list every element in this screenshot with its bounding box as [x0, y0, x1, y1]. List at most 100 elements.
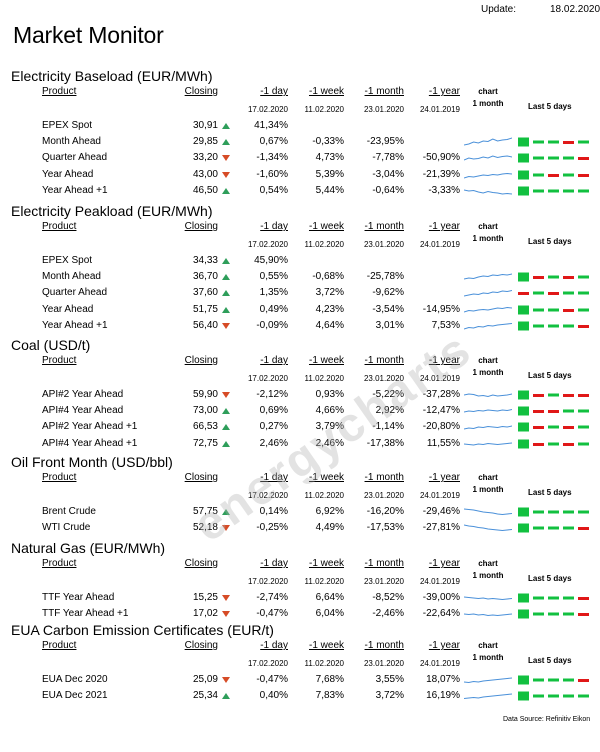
col-header-1year: -1 year — [428, 472, 460, 483]
bar-up — [578, 425, 589, 429]
chart-period-label: 1 month — [472, 234, 504, 243]
change-1day: 0,67% — [259, 136, 288, 148]
date-1month: 23.01.2020 — [363, 491, 404, 500]
chart-period-label: 1 month — [472, 368, 504, 377]
change-1day: 0,69% — [259, 405, 288, 417]
chart-label: chart — [478, 222, 498, 231]
update-date: 18.02.2020 — [550, 4, 600, 15]
sparkline-1month — [464, 322, 512, 330]
bar-down — [518, 292, 529, 296]
col-header-closing: Closing — [184, 355, 218, 366]
change-1week: 7,68% — [315, 674, 344, 685]
change-1year: 11,55% — [426, 437, 460, 449]
col-header-product: Product — [42, 86, 77, 97]
change-1year: -27,81% — [422, 522, 460, 534]
change-1year: -39,00% — [422, 592, 460, 603]
change-1year: -21,39% — [422, 168, 460, 180]
bar-up — [548, 442, 559, 446]
closing-value: 25,09 — [192, 674, 218, 685]
change-1year: 7,53% — [431, 319, 460, 331]
chart-period-label: 1 month — [472, 99, 504, 108]
date-1day: 17.02.2020 — [247, 374, 288, 383]
date-1day: 17.02.2020 — [247, 577, 288, 586]
section-title: Electricity Baseload (EUR/MWh) — [11, 68, 213, 84]
sparkline-1month — [464, 677, 512, 684]
product-name: TTF Year Ahead +1 — [42, 608, 129, 620]
section-title: EUA Carbon Emission Certificates (EUR/t) — [11, 622, 274, 638]
sparkline-1month — [464, 273, 512, 280]
table-row: TTF Year Ahead +1 17,02 -0,47% 6,04% -2,46% -… — [0, 606, 600, 622]
bar-up — [533, 678, 544, 682]
last5-days-bars — [518, 609, 589, 619]
arrow-up-icon — [222, 139, 230, 146]
bar-up — [563, 156, 574, 160]
sparkline-1month — [464, 425, 512, 430]
chart-label: chart — [478, 356, 498, 365]
col-header-1week: -1 week — [308, 640, 344, 651]
col-header-product: Product — [42, 472, 77, 483]
bar-up — [518, 593, 529, 603]
last5-days-bars — [518, 507, 589, 517]
bar-up — [548, 678, 559, 682]
bar-up — [578, 442, 589, 446]
bar-up — [518, 153, 529, 163]
arrow-up-icon — [222, 290, 230, 297]
product-name: Quarter Ahead — [42, 152, 108, 164]
bar-up — [518, 439, 529, 449]
sparkline-1month — [464, 596, 512, 601]
table-row: TTF Year Ahead 15,25 -2,74% 6,64% -8,52% -39,… — [0, 590, 600, 606]
bar-down — [563, 141, 574, 145]
change-1week: 4,66% — [315, 405, 344, 417]
section-2: Coal (USD/t) Product Closing -1 day -1 week -… — [0, 337, 600, 467]
last5-label: Last 5 days — [528, 488, 572, 497]
sparkline-1month — [464, 172, 512, 179]
last5-days-bars — [518, 186, 589, 196]
bar-down — [578, 157, 589, 161]
last5-days-bars — [518, 422, 589, 432]
bar-up — [548, 140, 559, 144]
closing-value: 72,75 — [192, 437, 218, 449]
change-1year: -37,28% — [422, 389, 460, 400]
date-1year: 24.01.2019 — [419, 577, 460, 586]
arrow-up-icon — [222, 187, 230, 194]
table-row: Month Ahead 36,70 0,55% -0,68% -25,78% — [0, 269, 600, 285]
bar-up — [563, 510, 574, 514]
product-name: TTF Year Ahead — [42, 592, 115, 603]
date-1day: 17.02.2020 — [247, 105, 288, 114]
closing-value: 17,02 — [192, 608, 218, 620]
product-name: Month Ahead — [42, 136, 101, 148]
table-row: WTI Crude 52,18 -0,25% 4,49% -17,53% -27,81% — [0, 520, 600, 536]
bar-up — [563, 526, 574, 530]
closing-value: 66,53 — [192, 421, 218, 433]
change-1day: -2,12% — [256, 389, 288, 400]
table-row: EPEX Spot 34,33 45,90% — [0, 253, 600, 269]
chart-label: chart — [478, 559, 498, 568]
col-header-1month: -1 month — [364, 221, 404, 232]
arrow-down-icon — [222, 525, 230, 532]
update-label: Update: — [481, 4, 517, 15]
col-header-product: Product — [42, 558, 77, 569]
bar-up — [563, 173, 574, 177]
last5-days-bars — [518, 170, 589, 180]
bar-up — [518, 609, 529, 619]
col-header-1month: -1 month — [364, 86, 404, 97]
last5-label: Last 5 days — [528, 574, 572, 583]
arrow-down-icon — [222, 611, 230, 618]
change-1day: -0,47% — [256, 608, 288, 620]
change-1month: 3,01% — [375, 319, 404, 331]
product-name: Year Ahead — [42, 168, 94, 180]
product-name: EPEX Spot — [42, 255, 93, 266]
change-1day: -0,09% — [256, 319, 288, 331]
change-1week: 4,49% — [315, 522, 344, 534]
change-1week: 4,23% — [315, 303, 344, 315]
table-row: Quarter Ahead 33,20 -1,34% 4,73% -7,78% -50,9… — [0, 150, 600, 166]
bar-up — [533, 156, 544, 160]
bar-up — [518, 406, 529, 416]
chart-period-label: 1 month — [472, 485, 504, 494]
change-1week: 5,39% — [315, 168, 344, 180]
change-1day: -1,60% — [256, 168, 288, 180]
closing-value: 33,20 — [192, 152, 218, 164]
col-header-1month: -1 month — [364, 472, 404, 483]
date-1month: 23.01.2020 — [363, 659, 404, 668]
section-5: EUA Carbon Emission Certificates (EUR/t)… — [0, 622, 600, 752]
